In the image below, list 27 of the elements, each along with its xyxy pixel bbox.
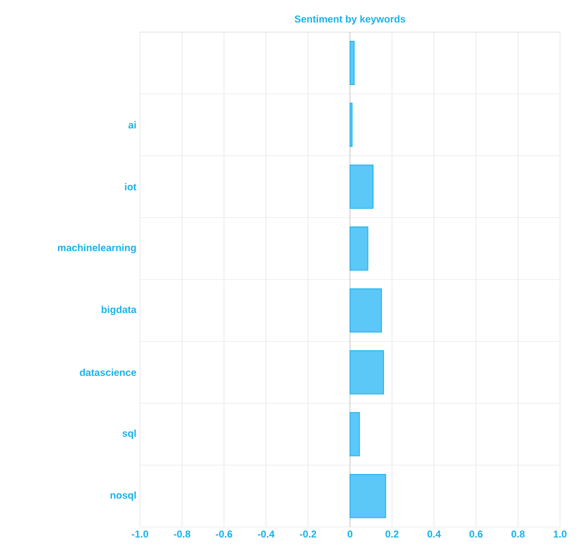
x-tick-label: -0.2 xyxy=(300,530,316,538)
bar xyxy=(350,412,360,456)
bar xyxy=(350,474,386,518)
y-tick-label: sql xyxy=(122,430,136,439)
x-tick-label: -0.4 xyxy=(258,530,275,538)
x-tick-label: -0.8 xyxy=(174,530,190,538)
bar xyxy=(350,350,384,394)
y-tick-label: machinelearning xyxy=(58,244,136,254)
x-tick-label: 0.6 xyxy=(469,530,483,538)
y-tick-label: bigdata xyxy=(102,306,137,316)
x-tick-label: -1.0 xyxy=(132,530,148,538)
bar xyxy=(350,40,355,85)
x-tick-label: 0.8 xyxy=(511,530,525,538)
x-tick-label: 1.0 xyxy=(554,530,567,538)
y-tick-label: ai xyxy=(128,121,136,128)
x-tick-label: 0.4 xyxy=(427,530,441,538)
y-tick-label: iot xyxy=(125,183,136,190)
bar xyxy=(350,102,352,147)
x-tick-label: -0.6 xyxy=(216,530,232,538)
bar xyxy=(350,226,368,271)
x-tick-label: 0.2 xyxy=(385,530,399,538)
bar xyxy=(350,288,382,332)
x-tick-label: 0 xyxy=(348,530,352,538)
chart-title: Sentiment by keywords xyxy=(294,15,406,25)
y-tick-label: nosql xyxy=(110,491,136,501)
bar xyxy=(350,164,374,209)
y-tick-label: datascience xyxy=(80,368,136,376)
